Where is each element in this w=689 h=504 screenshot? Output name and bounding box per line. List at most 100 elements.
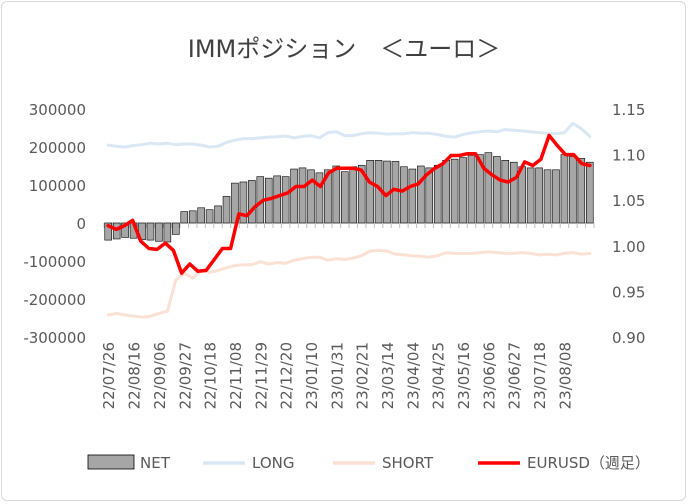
- left-tick-label: 100000: [29, 177, 86, 195]
- net-bar: [197, 207, 205, 224]
- net-bar: [239, 181, 248, 224]
- right-tick-label: 0.90: [612, 329, 645, 347]
- left-tick-label: -100000: [23, 253, 86, 271]
- net-bar: [425, 167, 434, 224]
- net-bar: [155, 222, 163, 242]
- net-bar: [493, 156, 501, 224]
- legend-short-label: SHORT: [382, 454, 434, 472]
- x-tick-label: 22/08/16: [126, 342, 144, 409]
- long-line: [106, 121, 592, 149]
- legend: NET LONG SHORT EURUSD（週足）: [87, 454, 650, 472]
- net-bar: [391, 161, 400, 224]
- legend-net-swatch: [87, 454, 135, 470]
- net-bar: [366, 160, 374, 224]
- x-tick-label: 23/08/08: [556, 342, 574, 409]
- left-axis: 300000 200000 100000 0 -100000 -200000 -300000: [23, 101, 86, 347]
- net-bar: [509, 161, 518, 224]
- short-line: [106, 248, 592, 319]
- net-bar: [341, 171, 349, 224]
- eurusd-line-layer: [106, 133, 592, 275]
- net-bar: [442, 160, 450, 224]
- net-bar: [222, 196, 231, 224]
- net-bar: [586, 161, 594, 224]
- x-tick-label: 23/06/06: [480, 342, 498, 409]
- x-tick-label: 23/01/10: [303, 342, 321, 409]
- right-tick-label: 1.00: [612, 238, 645, 256]
- net-bar: [214, 205, 222, 224]
- x-tick-label: 22/11/08: [227, 342, 245, 409]
- x-tick-label: 22/10/18: [202, 342, 220, 409]
- net-bar: [476, 154, 484, 224]
- x-tick-label: 22/09/06: [151, 342, 169, 409]
- x-tick-label: 22/11/29: [252, 342, 270, 409]
- net-bar: [146, 222, 155, 241]
- left-tick-label: 0: [76, 215, 86, 233]
- net-bar: [433, 164, 442, 224]
- net-bar: [205, 209, 214, 224]
- x-tick-label: 22/07/26: [100, 342, 118, 409]
- net-bar: [273, 175, 281, 224]
- net-bar: [248, 180, 256, 224]
- x-tick-label: 23/07/18: [531, 342, 549, 409]
- x-tick-label: 22/12/20: [278, 342, 296, 409]
- x-tick-label: 23/04/25: [430, 342, 448, 409]
- legend-long-label: LONG: [252, 454, 294, 472]
- right-tick-label: 1.15: [612, 101, 645, 119]
- short-line-layer: [106, 248, 592, 319]
- net-bar: [163, 222, 172, 243]
- net-bar: [172, 222, 180, 235]
- legend-net-label: NET: [140, 454, 171, 472]
- left-tick-label: -300000: [23, 329, 86, 347]
- net-bar: [324, 169, 332, 224]
- net-bar: [400, 166, 408, 224]
- right-tick-label: 0.95: [612, 283, 645, 301]
- net-bar: [417, 165, 425, 224]
- net-bar: [104, 222, 112, 241]
- net-bar: [543, 169, 552, 224]
- net-bar: [349, 166, 357, 224]
- legend-eurusd-label: EURUSD（週足）: [527, 454, 650, 472]
- net-bar: [281, 176, 290, 224]
- net-bar: [188, 210, 197, 224]
- x-axis: 22/07/26 22/08/16 22/09/06 22/09/27 22/10/18…: [100, 342, 574, 409]
- right-axis: 1.15 1.10 1.05 1.00 0.95 0.90: [612, 101, 645, 347]
- net-bar-layer: [104, 152, 594, 243]
- x-tick-label: 23/05/16: [455, 342, 473, 409]
- net-bar: [332, 165, 341, 224]
- left-tick-label: -200000: [23, 291, 86, 309]
- net-bar: [357, 164, 366, 224]
- eurusd-line: [106, 133, 592, 275]
- net-bar: [298, 167, 307, 224]
- net-bar: [467, 155, 476, 224]
- net-bar: [408, 168, 417, 224]
- net-bar: [577, 158, 586, 224]
- net-bar: [552, 169, 560, 224]
- net-bar: [450, 158, 459, 224]
- x-tick-label: 23/01/31: [328, 342, 346, 409]
- x-tick-label: 23/03/14: [379, 342, 397, 409]
- net-bar: [569, 156, 577, 224]
- net-bar: [180, 211, 189, 224]
- right-tick-label: 1.10: [612, 147, 645, 165]
- net-bar: [526, 167, 535, 224]
- net-bar: [560, 154, 569, 224]
- net-bar: [518, 166, 526, 224]
- net-bar: [501, 160, 510, 224]
- x-tick-label: 23/02/21: [354, 342, 372, 409]
- x-tick-label: 22/09/27: [176, 342, 194, 409]
- net-bar: [315, 172, 324, 224]
- long-line-layer: [106, 121, 592, 149]
- right-tick-label: 1.05: [612, 192, 645, 210]
- net-bar: [307, 169, 315, 224]
- net-bar: [121, 222, 129, 238]
- net-bar: [290, 168, 298, 224]
- net-bar: [535, 167, 543, 224]
- net-bar: [484, 152, 493, 224]
- chart-title: IMMポジション ＜ユーロ＞: [188, 35, 501, 63]
- left-tick-label: 300000: [29, 101, 86, 119]
- net-bar: [459, 157, 467, 224]
- left-tick-label: 200000: [29, 139, 86, 157]
- x-tick-label: 23/06/27: [506, 342, 524, 409]
